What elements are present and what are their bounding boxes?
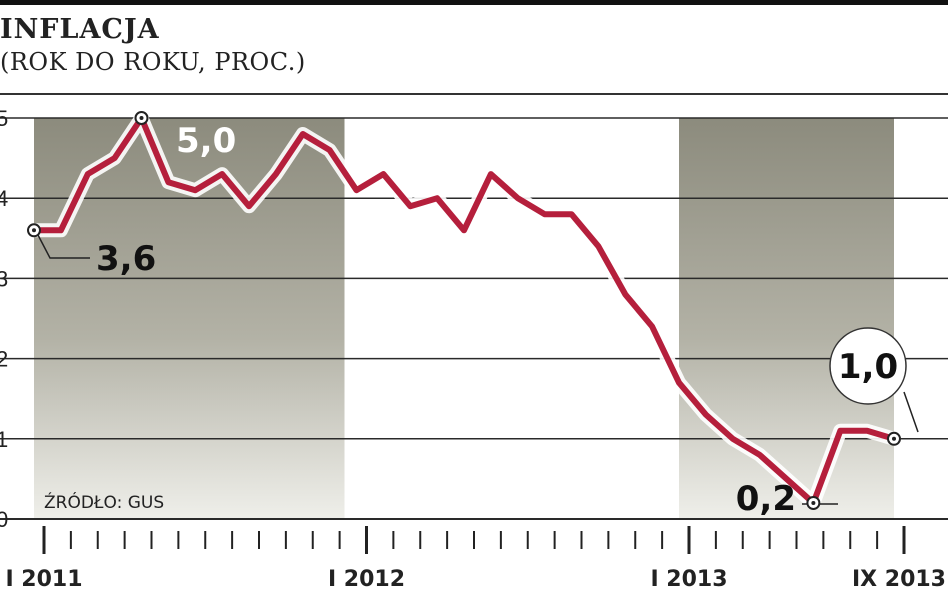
source-label: ŹRÓDŁO: GUS <box>44 491 164 513</box>
annotation-leader <box>37 234 90 259</box>
series-line <box>31 115 897 506</box>
annotation-point-center <box>139 116 144 120</box>
y-tick-label: 2 <box>0 347 8 372</box>
y-tick-label: 1 <box>0 427 8 452</box>
y-tick-label: 4 <box>0 186 8 211</box>
top-bar <box>0 0 948 5</box>
annotation-label: 3,6 <box>96 239 156 279</box>
y-tick-label: 3 <box>0 266 8 291</box>
chart-title: INFLACJA <box>0 14 160 45</box>
x-tick-label: I 2012 <box>328 567 405 592</box>
annotation-point-center <box>811 500 816 505</box>
annotation-point-center <box>32 228 36 233</box>
annotation-leader <box>903 391 919 433</box>
y-tick-label: 0 <box>0 507 8 532</box>
x-tick-label: I 2013 <box>650 567 727 592</box>
annotation-label: 5,0 <box>176 121 236 161</box>
header-rule <box>0 93 948 95</box>
annotation-label: 1,0 <box>838 347 898 387</box>
chart-subtitle: (ROK DO ROKU, PROC.) <box>0 48 306 76</box>
x-tick-label: IX 2013 <box>852 567 946 592</box>
annotation-label: 0,2 <box>736 479 796 519</box>
annotation-bubble <box>829 327 907 405</box>
x-tick-label: I 2011 <box>5 567 82 592</box>
y-tick-label: 5 <box>0 106 8 131</box>
annotation-point-center <box>892 436 896 441</box>
shaded-band-2013 <box>679 118 894 519</box>
